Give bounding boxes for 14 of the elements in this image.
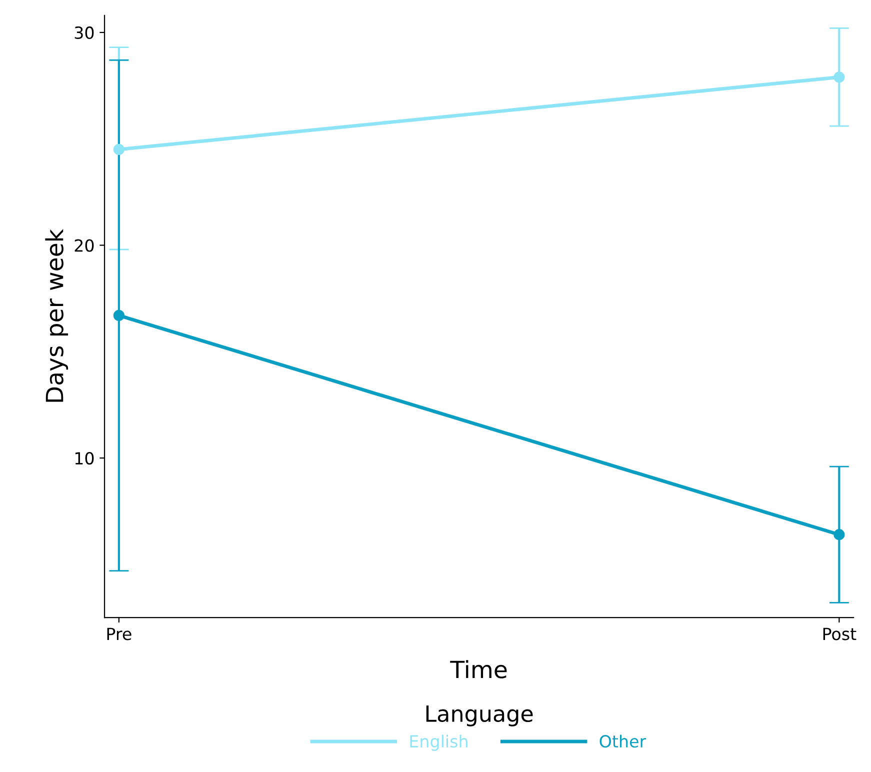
point <box>113 144 124 156</box>
y-axis-title: Days per week <box>45 228 68 402</box>
point <box>834 72 845 83</box>
legend-title: Language <box>426 706 533 726</box>
x-tick-label: Post <box>823 628 856 640</box>
point <box>113 310 124 322</box>
y-tick-label: 10 <box>75 452 94 465</box>
x-tick-label: Pre <box>107 628 132 640</box>
y-tick-label: 30 <box>74 26 94 40</box>
x-axis-title: Time <box>450 660 507 678</box>
text: English <box>410 734 468 751</box>
point <box>834 529 845 540</box>
y-tick-label: 20 <box>74 239 94 252</box>
text: Other <box>600 734 646 748</box>
